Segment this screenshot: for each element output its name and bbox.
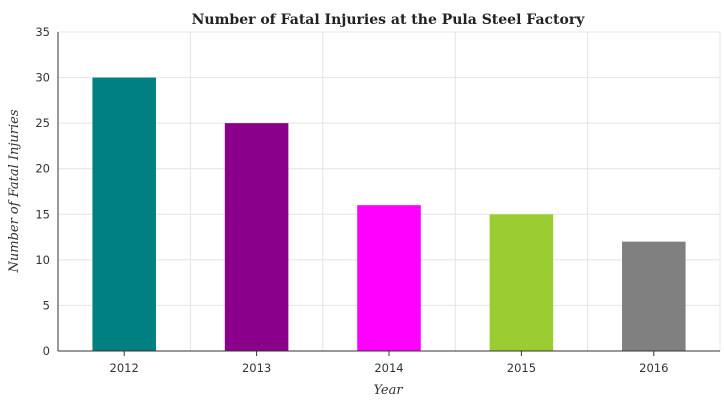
x-tick-label: 2014 xyxy=(374,361,403,375)
y-tick-labels: 0 5 10 15 20 25 30 35 xyxy=(35,25,50,358)
y-tick-label: 0 xyxy=(43,344,50,358)
bar-2014 xyxy=(357,205,421,351)
y-axis-label: Number of Fatal Injuries xyxy=(7,109,22,273)
y-tick-label: 5 xyxy=(43,298,50,312)
y-tick-label: 30 xyxy=(35,71,50,85)
y-tick-label: 25 xyxy=(35,116,50,130)
grid xyxy=(57,31,721,352)
x-axis-label: Year xyxy=(373,383,403,398)
y-tick-label: 20 xyxy=(35,162,50,176)
x-tick-label: 2012 xyxy=(110,361,139,375)
bar-2012 xyxy=(92,77,156,352)
x-tick-label: 2016 xyxy=(639,361,668,375)
axes xyxy=(57,32,720,356)
y-tick-label: 15 xyxy=(35,207,50,221)
x-tick-label: 2015 xyxy=(507,361,536,375)
y-tick-label: 10 xyxy=(35,253,50,267)
x-tick-labels: 2012 2013 2014 2015 2016 xyxy=(110,361,669,375)
x-tick-label: 2013 xyxy=(242,361,271,375)
bar-2013 xyxy=(224,123,289,352)
bar-2016 xyxy=(622,241,686,351)
bars xyxy=(92,77,686,352)
bar-2015 xyxy=(489,214,554,351)
y-tick-label: 35 xyxy=(35,25,50,39)
chart-title: Number of Fatal Injuries at the Pula Ste… xyxy=(192,12,586,28)
